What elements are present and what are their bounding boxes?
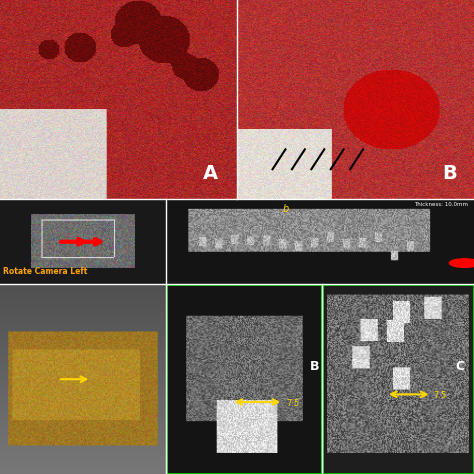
Circle shape <box>449 259 474 267</box>
Text: B: B <box>310 360 319 373</box>
Text: b: b <box>283 204 289 214</box>
Text: Thickness: 10.0mm: Thickness: 10.0mm <box>414 202 468 207</box>
Text: 7.5: 7.5 <box>433 391 447 400</box>
Text: A: A <box>203 164 218 183</box>
Text: B: B <box>443 164 457 183</box>
Text: 7.5: 7.5 <box>286 399 300 408</box>
Bar <box>322 284 474 474</box>
Text: C: C <box>456 360 465 373</box>
Bar <box>166 284 322 474</box>
Text: Rotate Camera Left: Rotate Camera Left <box>3 267 88 276</box>
